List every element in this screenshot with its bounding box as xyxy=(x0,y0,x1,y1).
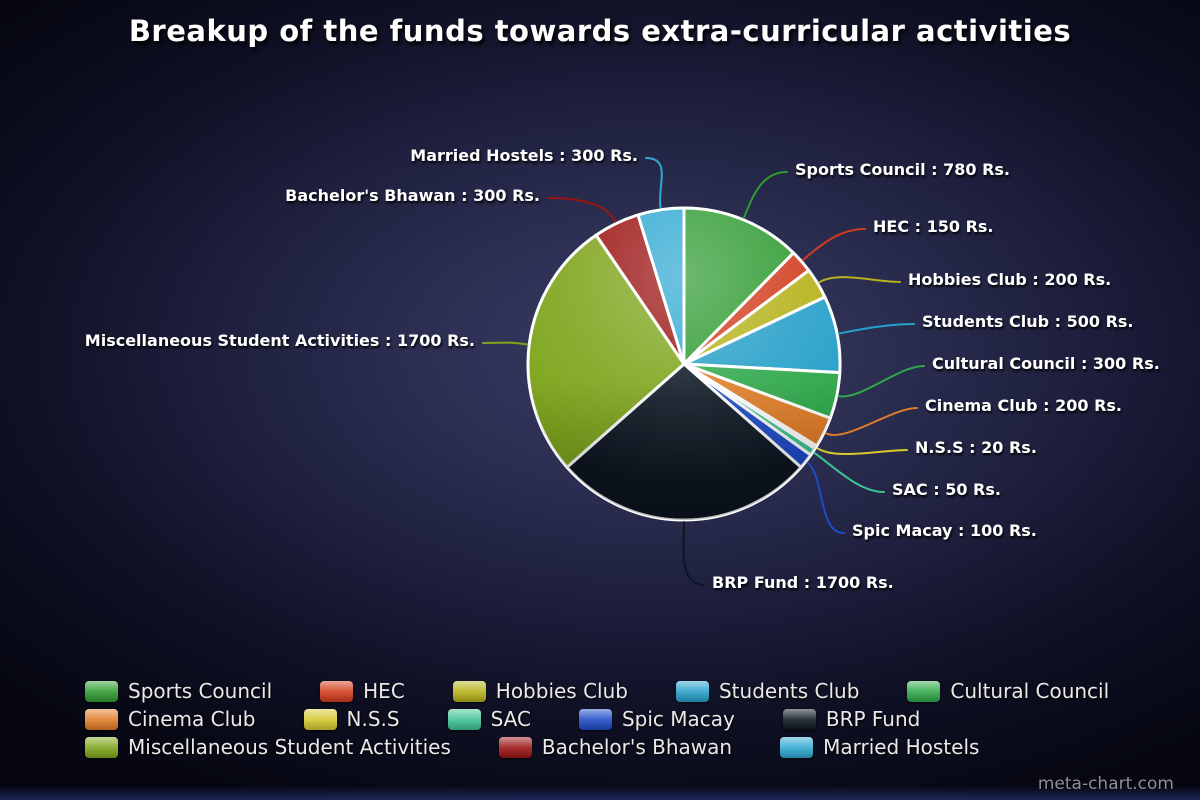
legend-item: Spic Macay xyxy=(578,707,735,731)
legend-swatch xyxy=(675,680,709,702)
legend-item: Hobbies Club xyxy=(452,679,628,703)
legend-swatch xyxy=(85,680,118,702)
legend-swatch xyxy=(303,708,337,730)
legend-item: SAC xyxy=(447,707,531,731)
legend-item: BRP Fund xyxy=(782,707,921,731)
legend-swatch xyxy=(498,736,532,758)
legend-item: Married Hostels xyxy=(780,735,979,759)
leader-line xyxy=(816,447,908,456)
leader-line xyxy=(802,228,866,261)
legend-item: Cultural Council xyxy=(907,679,1109,703)
legend-item: Bachelor's Bhawan xyxy=(498,735,733,759)
chart-title: Breakup of the funds towards extra-curri… xyxy=(128,14,1072,48)
leader-line xyxy=(837,365,925,398)
legend-item: N.S.S xyxy=(303,707,400,731)
legend-label: Sports Council xyxy=(128,679,273,703)
legend-row: Miscellaneous Student Activities Bachelor… xyxy=(85,733,1170,761)
legend-label: Miscellaneous Student Activities xyxy=(128,735,451,759)
legend-swatch xyxy=(782,708,816,730)
legend-swatch xyxy=(320,680,354,702)
legend-label: Students Club xyxy=(718,679,860,703)
leader-line xyxy=(813,452,885,493)
legend-swatch xyxy=(452,680,486,702)
legend-label: Married Hostels xyxy=(823,735,980,759)
legend-swatch xyxy=(447,708,481,730)
legend-label: Cinema Club xyxy=(128,707,256,731)
legend-swatch xyxy=(780,736,814,758)
legend-item: Miscellaneous Student Activities xyxy=(85,735,451,759)
leader-line xyxy=(742,171,788,219)
legend-label: Spic Macay xyxy=(621,707,735,731)
leader-line xyxy=(547,197,617,223)
leader-line xyxy=(825,407,918,436)
legend-label: BRP Fund xyxy=(825,707,921,731)
legend-item: HEC xyxy=(320,679,405,703)
leader-line xyxy=(482,341,529,346)
legend-swatch xyxy=(85,708,118,730)
leader-line xyxy=(645,157,663,209)
leader-line xyxy=(682,521,705,586)
leader-line xyxy=(838,323,915,335)
chart-legend: Sports Council HEC Hobbies Club Students Cl… xyxy=(85,677,1170,761)
legend-label: Cultural Council xyxy=(950,679,1110,703)
legend-row: Cinema Club N.S.S SAC Spic Macay BRP Fund xyxy=(85,705,1170,733)
leader-line xyxy=(818,276,901,284)
legend-swatch xyxy=(578,708,612,730)
watermark: meta-chart.com xyxy=(1037,774,1174,794)
legend-label: Bachelor's Bhawan xyxy=(541,735,733,759)
pie-gloss-shadow xyxy=(528,208,840,520)
leader-line xyxy=(806,461,845,534)
legend-label: N.S.S xyxy=(346,707,400,731)
legend-item: Students Club xyxy=(675,679,860,703)
legend-item: Sports Council xyxy=(85,679,272,703)
legend-item: Cinema Club xyxy=(85,707,256,731)
legend-swatch xyxy=(85,736,118,758)
legend-label: Hobbies Club xyxy=(495,679,628,703)
legend-row: Sports Council HEC Hobbies Club Students Cl… xyxy=(85,677,1170,705)
legend-label: SAC xyxy=(490,707,531,731)
legend-swatch xyxy=(907,680,941,702)
legend-label: HEC xyxy=(363,679,405,703)
